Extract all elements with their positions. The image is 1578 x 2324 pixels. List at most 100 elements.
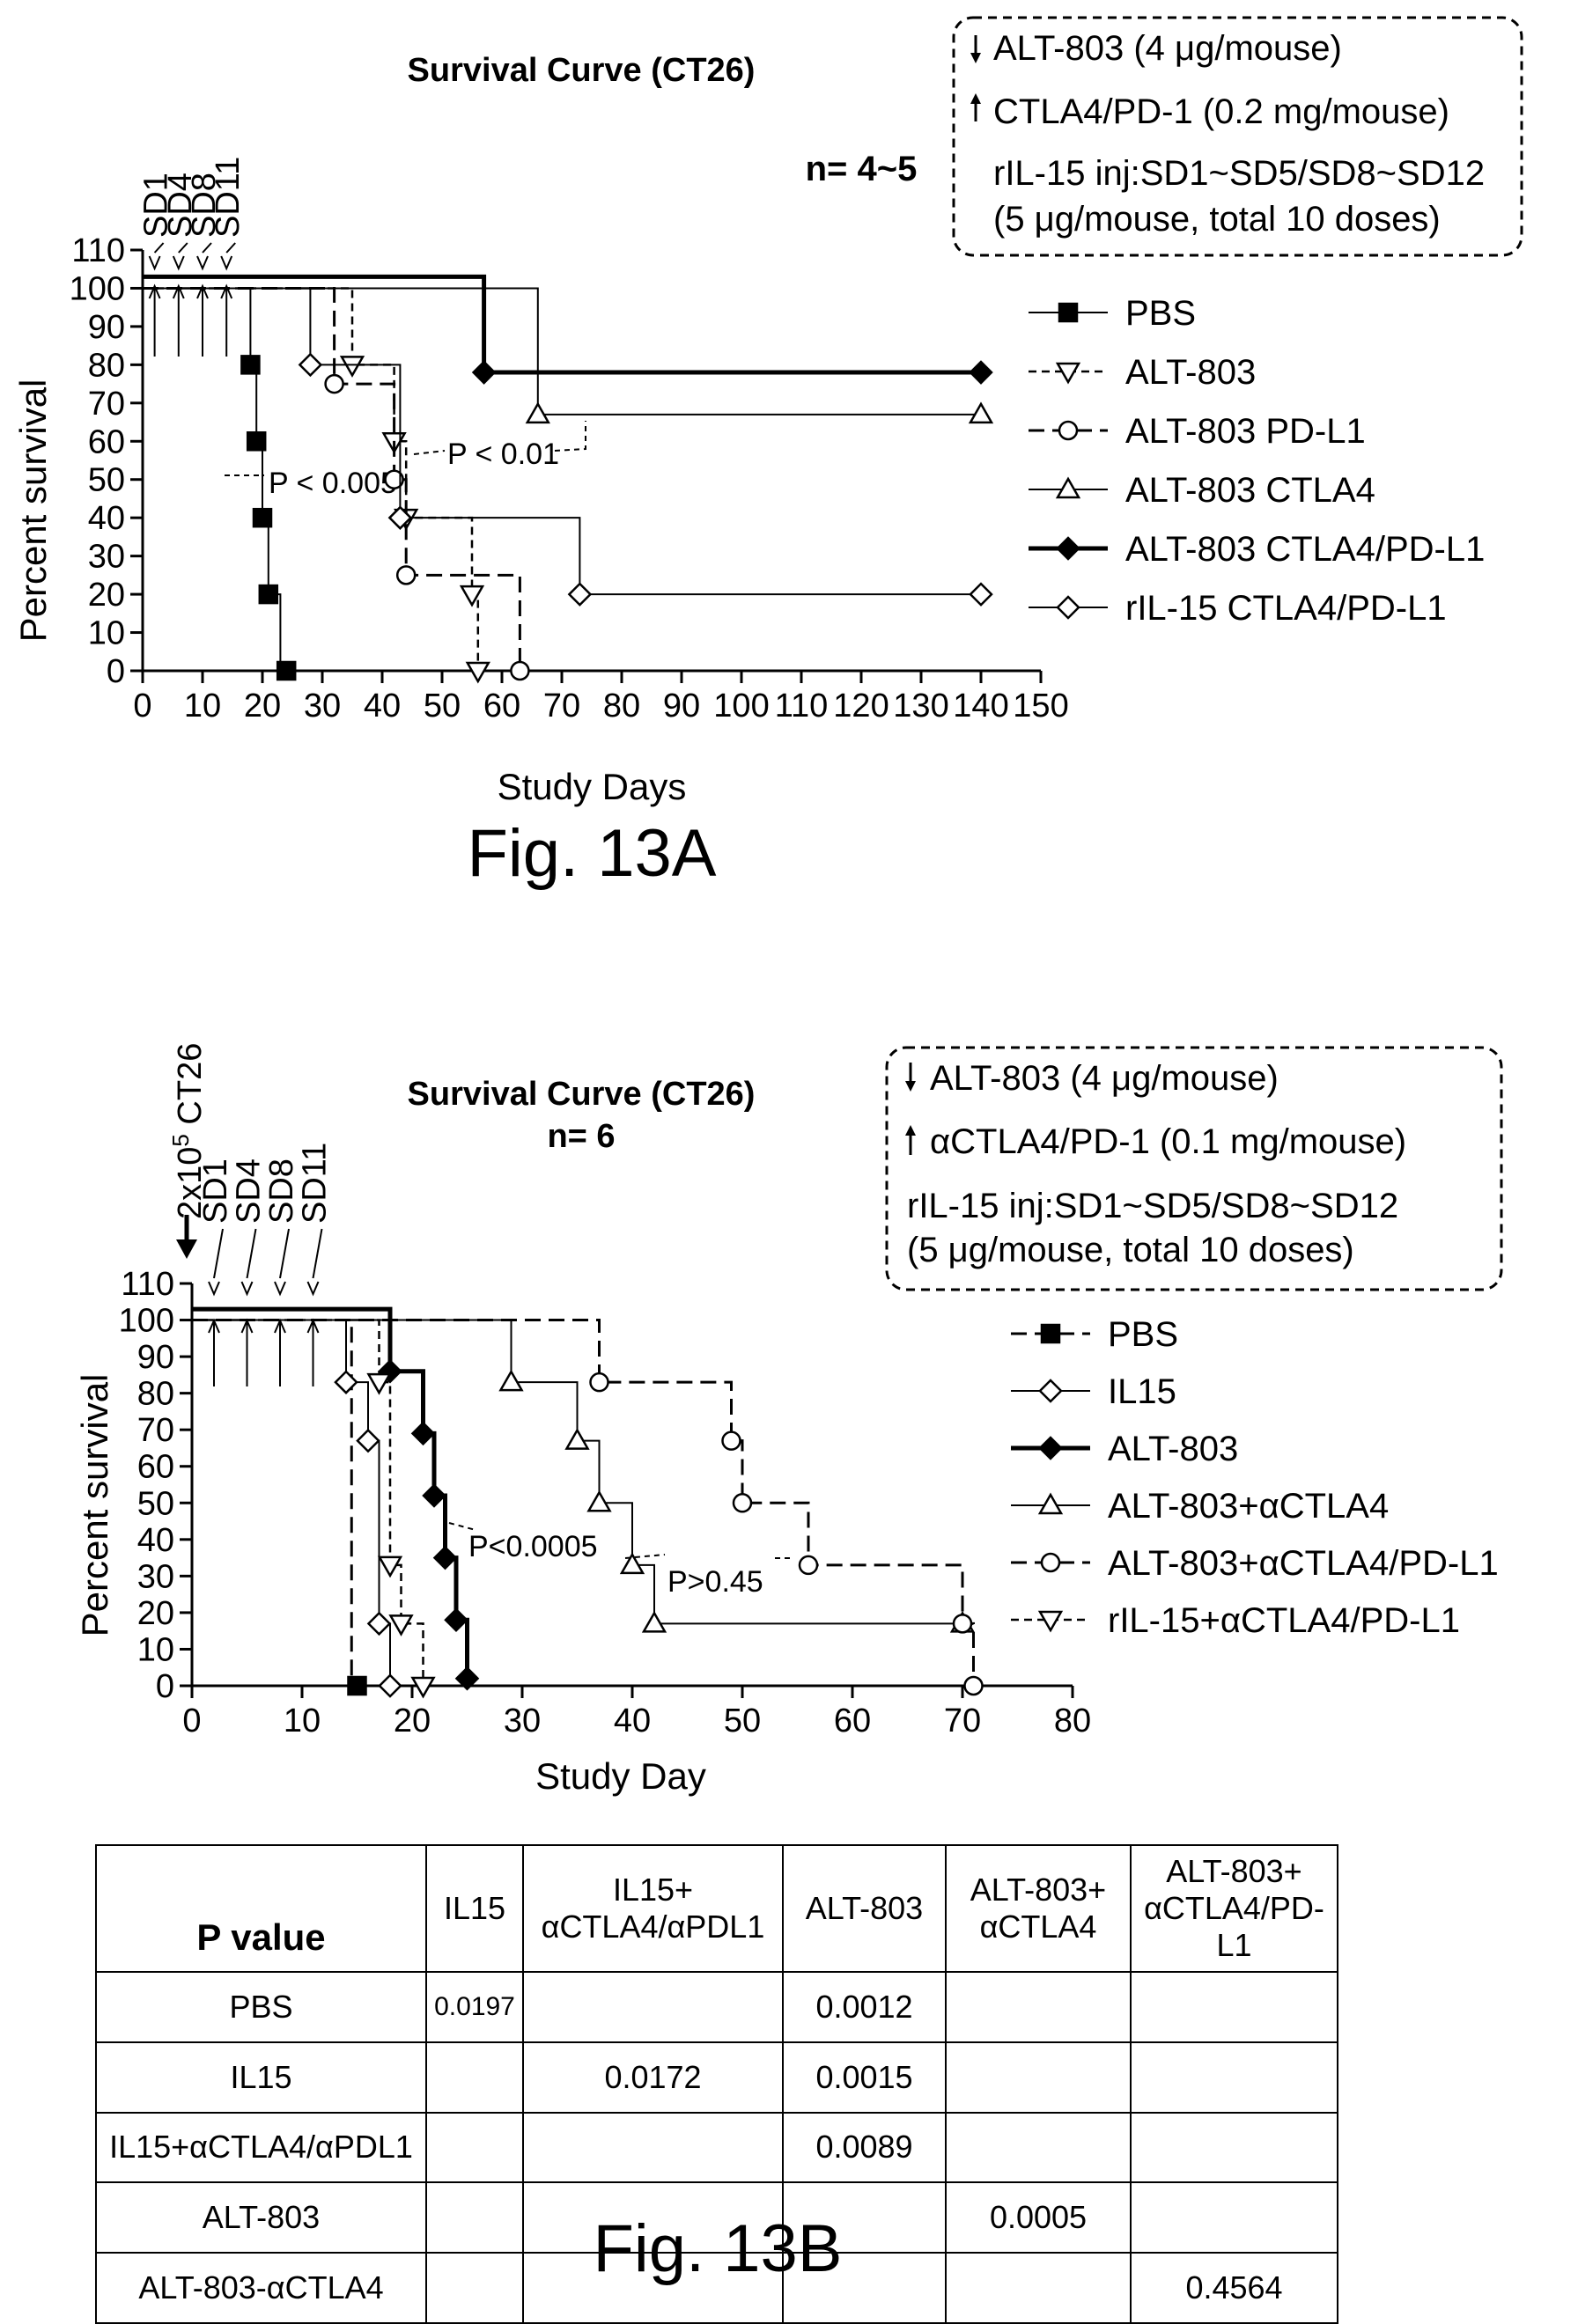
data-point [252,507,273,528]
dose-label: SD1 [197,1158,234,1224]
column-header: ALT-803+ αCTLA4 [945,1844,1132,1973]
table-cell [782,2181,947,2254]
sample-size-label: n= 4~5 [806,150,918,188]
legend-label: PBS [1108,1315,1178,1354]
legend-item: IL15 [1011,1372,1176,1411]
dose-label: SD11 [210,157,247,238]
table-cell [522,2252,784,2324]
series-3 [143,287,994,424]
dose-label: SD4 [162,173,199,238]
y-tick-label: 0 [156,1668,174,1705]
inoculation-exponent: 5 [167,1134,194,1146]
inoculation-label: 2x105 CT26 [167,1043,209,1219]
p-annotation-2: P>0.45 [667,1565,763,1599]
dose-arrow-down [178,242,188,254]
sample-size-label: n= 6 [547,1118,615,1155]
row-label: IL15+αCTLA4/αPDL1 [95,2111,427,2184]
legend: PBS IL15 ALT-803 ALT-803+αCTLA4 ALT-803+αCTL… [1011,1315,1499,1640]
data-point [334,1370,358,1394]
legend-item: PBS [1011,1315,1178,1354]
dose-label: SD8 [263,1158,300,1224]
dose-arrow-down [153,242,165,254]
data-point [384,469,404,489]
legend-item: ALT-803 PD-L1 [1029,412,1366,451]
y-tick-label: 80 [88,347,125,384]
table-cell [1130,2181,1338,2254]
survival-chart-13b: Survival Curve (CT26) n= 6 ALT-803 (4 μg… [74,1043,1503,1797]
y-tick-label: 90 [88,309,125,346]
dose-arrow-down [202,242,212,254]
y-tick-label: 50 [137,1485,174,1522]
y-tick-label: 10 [137,1631,174,1668]
data-point [459,585,485,607]
row-label: ALT-803 [95,2181,427,2254]
data-point [1055,362,1081,385]
series-line [143,287,981,416]
dose-arrow-head [196,255,209,271]
x-tick-label: 130 [893,688,948,724]
data-point [567,582,593,607]
data-point [1038,1436,1063,1460]
data-point [324,373,344,394]
axes: 0 10 20 30 40 50 60 70 8001020304050607080901001… [119,1266,1092,1739]
y-tick-label: 70 [137,1412,174,1449]
table-cell [522,2181,784,2254]
data-point [298,352,323,378]
series-line [192,1319,962,1625]
y-tick-label: 50 [88,462,125,499]
data-point [454,1666,480,1691]
legend-label: ALT-803 [1108,1430,1238,1468]
legend-item: PBS [1029,294,1196,333]
x-axis-label: Study Days [498,766,687,807]
dose-label: SD8 [186,173,223,238]
table-row: IL15+αCTLA4/αPDL1 0.0089 [95,2111,1338,2184]
table-cell: 0.4564 [1130,2252,1338,2324]
data-point [366,1372,392,1395]
y-tick-label: 0 [107,653,125,690]
data-point [395,565,417,585]
legend-label: rIL-15+αCTLA4/PD-L1 [1108,1601,1460,1640]
x-tick-label: 100 [713,688,769,724]
x-tick-label: 60 [483,688,520,724]
table-cell: 0.0089 [782,2111,947,2184]
dose-arrow-head [148,255,161,271]
data-point [564,1428,590,1450]
info-line-1: ALT-803 (4 μg/mouse) [930,1059,1279,1098]
table-cell [945,2252,1132,2324]
info-line-2: CTLA4/PD-1 (0.2 mg/mouse) [993,92,1449,131]
x-tick-label: 70 [944,1703,981,1739]
legend: PBS ALT-803 ALT-803 PD-L1 ALT-803 CTLA4 ALT-… [1029,294,1485,628]
y-tick-label: 30 [137,1558,174,1595]
x-tick-label: 0 [133,688,151,724]
x-tick-label: 40 [614,1703,651,1739]
chart-title: Survival Curve (CT26) [408,52,756,89]
series-line [143,287,287,672]
data-point [1040,1552,1061,1573]
data-point [1056,595,1080,620]
y-tick-label: 40 [88,500,125,537]
info-line-3: rIL-15 inj:SD1~SD5/SD8~SD12 [993,154,1485,193]
data-point [347,1675,367,1696]
table-cell: 0.0197 [425,1971,524,2043]
table-corner: P value [95,1844,427,1973]
data-point [510,660,530,681]
legend-label: ALT-803 CTLA4/PD-L1 [1125,530,1485,569]
table-cell [425,2181,524,2254]
data-point [721,1430,741,1451]
table-cell [945,2111,1132,2184]
antibody-arrow-head [220,283,233,299]
dose-arrow-down [312,1228,323,1279]
inoculation-suffix: CT26 [172,1043,209,1134]
table-cell [945,2041,1132,2114]
x-tick-label: 80 [1054,1703,1091,1739]
row-label: PBS [95,1971,427,2043]
y-tick-label: 20 [137,1595,174,1632]
dose-arrow-head [220,255,233,271]
data-point [963,1675,984,1696]
legend-label: ALT-803 CTLA4 [1125,471,1375,510]
data-point [1056,536,1080,561]
data-point [969,360,993,385]
x-axis-label: Study Day [535,1755,706,1797]
